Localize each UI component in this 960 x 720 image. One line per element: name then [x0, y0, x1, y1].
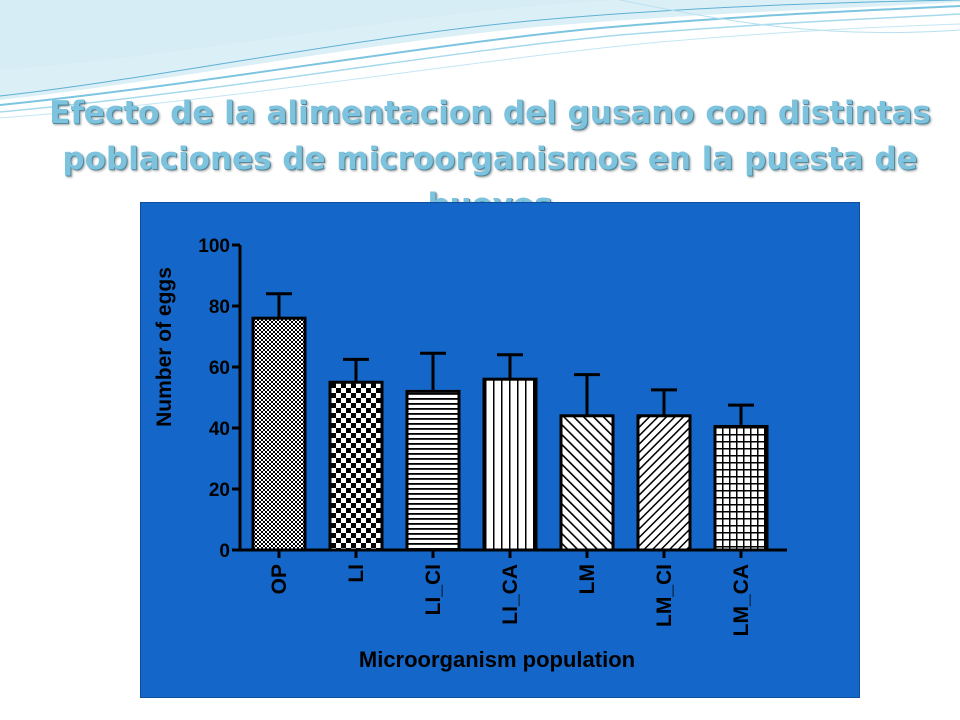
bar-li: [328, 380, 384, 552]
category-label: LM_CI: [653, 564, 676, 627]
category-label: LI_CI: [422, 564, 445, 615]
x-axis-title: Microorganism population: [359, 647, 635, 672]
category-label: LM: [576, 564, 599, 594]
y-axis-title: Number of eggs: [153, 267, 176, 427]
category-label: LI_CA: [499, 564, 522, 625]
bar-op: [251, 316, 307, 552]
chart-panel: 0 20 40 60 80 100 OP LI LI_CI LI_CA LM LM_CI LM_CA N…: [140, 202, 860, 698]
y-tick-label: 40: [209, 419, 230, 440]
y-tick-label: 0: [219, 541, 230, 562]
category-label: OP: [268, 564, 291, 594]
bar-li-ca: [482, 377, 538, 552]
decorative-wave-header: [0, 0, 960, 119]
y-tick-label: 80: [209, 297, 230, 318]
bar-lm-ci: [636, 414, 692, 552]
bar-lm: [559, 414, 615, 552]
y-tick-label: 60: [209, 358, 230, 379]
slide-title-line-1: Efecto de la alimentacion del gusano con…: [49, 95, 931, 131]
y-tick-label: 20: [209, 480, 230, 501]
bar-lm-ca: [713, 424, 769, 552]
bar-chart: 0 20 40 60 80 100 OP LI LI_CI LI_CA LM LM_CI LM_CA N…: [153, 236, 787, 672]
category-label: LI: [345, 564, 368, 583]
y-tick-label: 100: [198, 236, 230, 257]
category-label: LM_CA: [730, 564, 753, 636]
bar-li-ci: [405, 389, 461, 552]
